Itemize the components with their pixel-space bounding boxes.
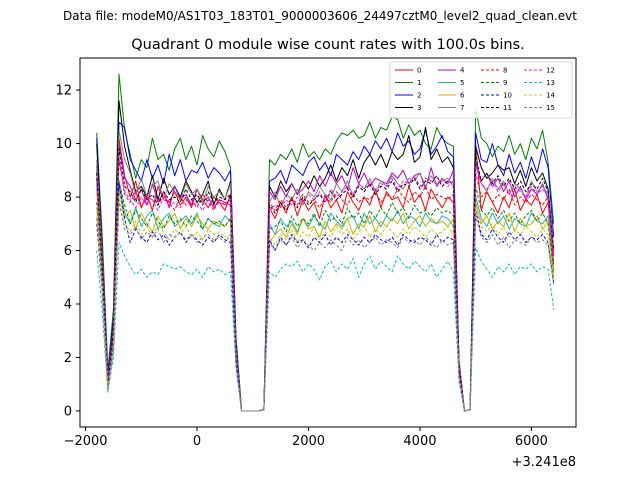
legend-label-10: 10	[503, 92, 512, 100]
y-tick-label: 6	[64, 244, 72, 259]
legend-label-4: 4	[460, 67, 465, 75]
legend-label-8: 8	[503, 67, 507, 75]
series-14-line	[96, 196, 555, 412]
series-10-line	[96, 183, 555, 412]
series-2-line	[96, 121, 555, 412]
series-lines	[96, 73, 555, 412]
legend-label-5: 5	[460, 79, 464, 87]
series-9-line	[96, 180, 555, 412]
legend-label-0: 0	[417, 67, 421, 75]
series-15-line	[96, 201, 555, 412]
series-12-line	[96, 156, 555, 412]
y-tick-label: 0	[64, 404, 72, 419]
legend-label-12: 12	[546, 67, 555, 75]
legend-label-9: 9	[503, 79, 507, 87]
legend-label-6: 6	[460, 92, 465, 100]
series-4-line	[96, 143, 555, 412]
x-tick-label: −2000	[64, 434, 108, 449]
series-7-line	[96, 129, 555, 412]
series-1-line	[96, 73, 555, 412]
legend-label-15: 15	[546, 104, 555, 112]
legend-label-14: 14	[546, 92, 555, 100]
legend-label-3: 3	[417, 104, 421, 112]
chart-title: Quadrant 0 module wise count rates with …	[131, 37, 525, 53]
y-tick-label: 10	[55, 137, 72, 152]
legend-label-13: 13	[546, 79, 555, 87]
x-tick-label: 2000	[292, 434, 325, 449]
legend-label-7: 7	[460, 104, 464, 112]
legend-label-2: 2	[417, 92, 421, 100]
series-5-line	[96, 180, 555, 412]
figure-suptitle: Data file: modeM0/AS1T03_183T01_90000036…	[63, 9, 577, 23]
y-tick-label: 2	[64, 351, 72, 366]
plot-frame	[79, 57, 577, 428]
series-13-line	[96, 242, 555, 412]
x-offset-text: +3.241e8	[512, 455, 576, 470]
y-tick-label: 12	[55, 84, 72, 99]
x-tick-label: 6000	[515, 434, 548, 449]
legend-label-11: 11	[503, 104, 512, 112]
x-tick-label: 0	[193, 434, 201, 449]
x-tick-label: 4000	[403, 434, 436, 449]
series-6-line	[96, 188, 555, 412]
legend-label-1: 1	[417, 79, 421, 87]
series-3-line	[96, 100, 555, 412]
legend-box	[389, 61, 573, 119]
y-tick-label: 8	[64, 191, 72, 206]
y-tick-label: 4	[64, 298, 72, 313]
series-8-line	[96, 159, 555, 412]
series-11-line	[96, 148, 555, 412]
